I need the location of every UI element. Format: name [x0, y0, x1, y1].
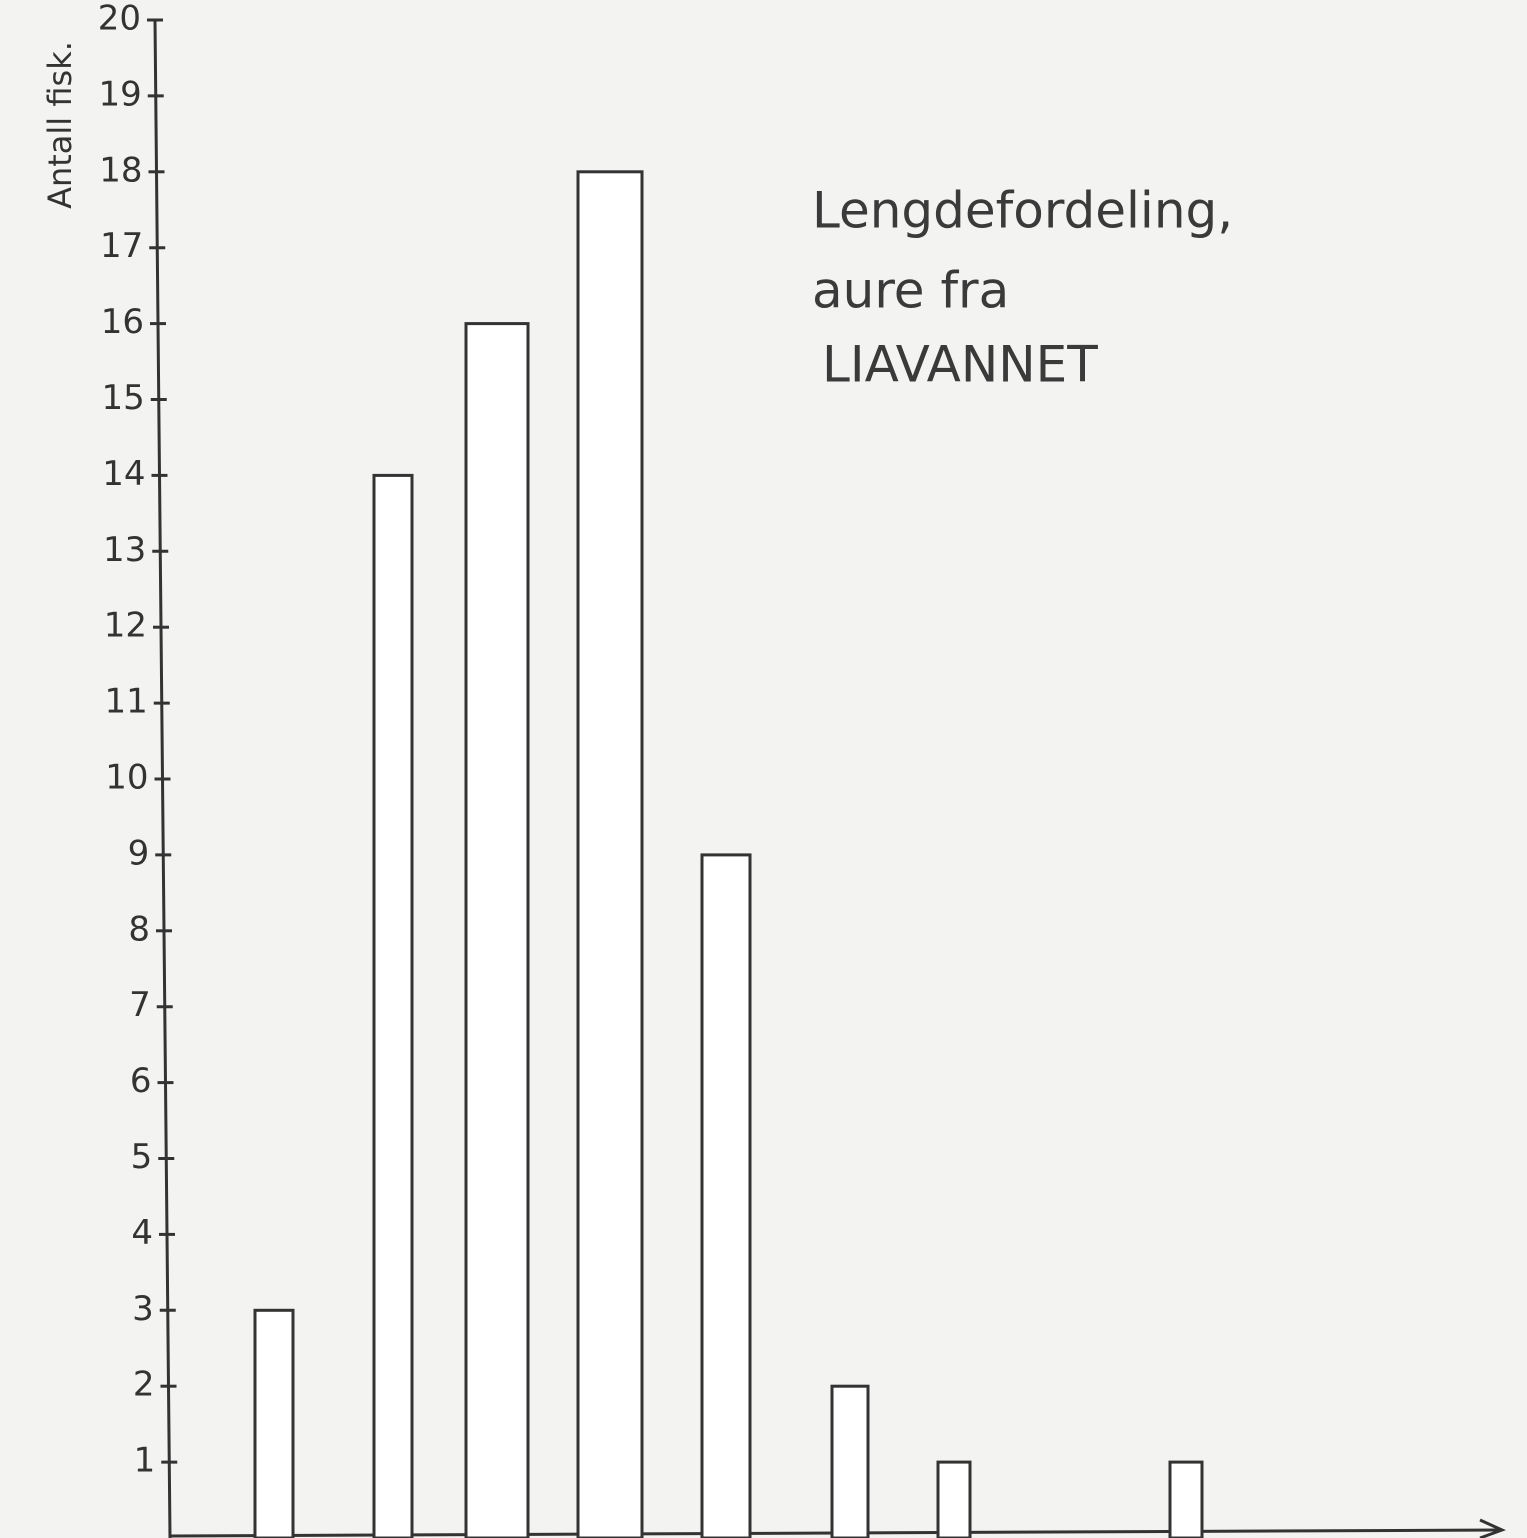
bar — [372, 473, 414, 1538]
y-tick-label: 14 — [102, 454, 145, 494]
y-tick-label: 19 — [98, 74, 141, 114]
bar — [464, 322, 530, 1538]
chart-title: aure fra — [812, 262, 1009, 320]
chart-title: LIAVANNET — [822, 336, 1098, 394]
y-tick-label: 7 — [129, 985, 151, 1025]
y-tick-label: 17 — [100, 226, 143, 266]
bar — [253, 1308, 295, 1538]
bar — [936, 1460, 972, 1538]
bar — [1168, 1460, 1204, 1538]
y-tick-label: 1 — [134, 1441, 156, 1481]
y-tick-label: 15 — [101, 378, 144, 418]
bar — [576, 170, 644, 1538]
y-tick-label: 5 — [131, 1137, 153, 1177]
y-tick-label: 6 — [130, 1061, 152, 1101]
y-tick-label: 18 — [99, 150, 142, 190]
y-tick-label: 11 — [104, 682, 147, 722]
chart-title: Lengdefordeling, — [812, 182, 1233, 240]
y-tick-label: 9 — [128, 833, 150, 873]
bar — [700, 853, 752, 1538]
y-tick-label: 10 — [105, 758, 148, 798]
y-tick-label: 8 — [128, 909, 150, 949]
y-axis-label: Antall fisk. — [41, 41, 79, 209]
y-tick-label: 16 — [101, 302, 144, 342]
y-tick-label: 20 — [98, 0, 141, 39]
y-tick-label: 4 — [131, 1213, 153, 1253]
x-axis-arrow — [1479, 1518, 1506, 1538]
y-tick-label: 12 — [104, 606, 147, 646]
bar — [830, 1384, 870, 1538]
y-tick-label: 3 — [132, 1289, 154, 1329]
y-tick-label: 2 — [133, 1365, 155, 1405]
y-tick-label: 13 — [103, 530, 146, 570]
